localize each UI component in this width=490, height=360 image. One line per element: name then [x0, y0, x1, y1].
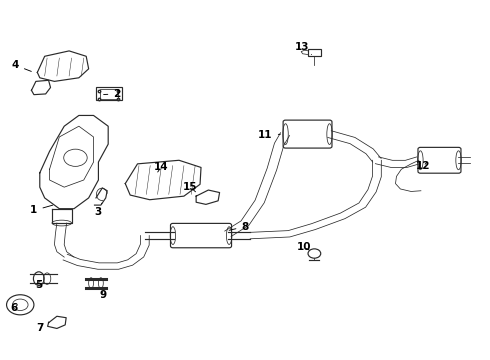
Bar	[308, 49, 321, 56]
Text: 11: 11	[258, 130, 280, 140]
Text: 9: 9	[100, 291, 107, 301]
Text: 6: 6	[11, 303, 18, 314]
Text: 2: 2	[104, 89, 121, 99]
Text: 15: 15	[183, 182, 197, 192]
Bar	[100, 89, 119, 99]
Text: 8: 8	[229, 222, 248, 231]
Text: 4: 4	[12, 60, 31, 71]
Text: 12: 12	[416, 161, 431, 171]
Text: 7: 7	[36, 322, 49, 333]
Text: 5: 5	[35, 280, 43, 290]
Text: 10: 10	[296, 242, 311, 252]
Bar	[97, 87, 122, 100]
Text: 1: 1	[30, 205, 53, 216]
Text: 3: 3	[95, 203, 102, 217]
Text: 14: 14	[154, 162, 168, 172]
Text: 13: 13	[294, 42, 312, 54]
